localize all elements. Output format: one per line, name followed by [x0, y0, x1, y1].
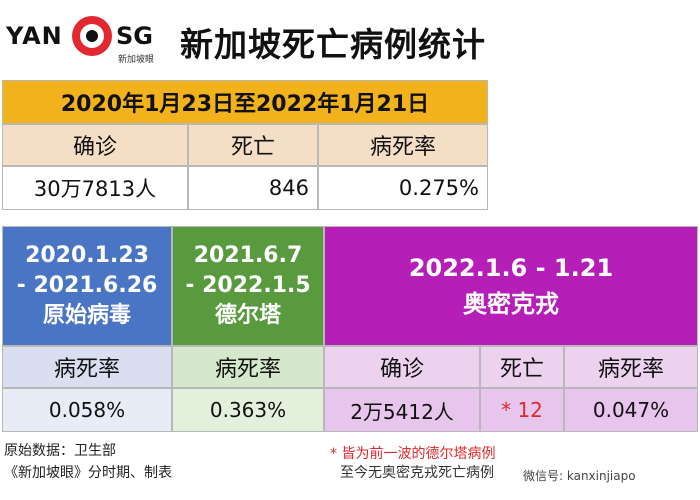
period-omicron-deaths-label: 死亡 [480, 346, 564, 388]
page-title: 新加坡死亡病例统计 [180, 25, 486, 64]
period-delta-start: 2021.6.7 [193, 243, 303, 269]
period-omicron-cases-label: 确诊 [324, 346, 480, 388]
summary-value-deaths: 846 [188, 166, 318, 210]
logo-subtitle: 新加坡眼 [118, 55, 155, 65]
period-delta-rate: 0.363% [172, 388, 324, 432]
footer-note-line2: 至今无奥密克戎死亡病例 [340, 465, 494, 481]
period-original-name: 原始病毒 [42, 302, 131, 328]
summary-value-rate: 0.275% [318, 166, 488, 210]
period-original-rate-label: 病死率 [2, 346, 172, 388]
period-omicron-name: 奥密克戎 [463, 290, 559, 318]
period-delta-rate-label: 病死率 [172, 346, 324, 388]
period-omicron-cases: 2万5412人 [324, 388, 480, 432]
period-omicron-rate-label: 病死率 [564, 346, 698, 388]
period-delta-name: 德尔塔 [214, 302, 281, 328]
period-original-start: 2020.1.23 [25, 243, 149, 269]
logo-text-right: SG [116, 22, 153, 50]
period-original-rate: 0.058% [2, 388, 172, 432]
footer-source: 原始数据：卫生部 [4, 443, 116, 459]
period-delta-header: 2021.6.7 - 2022.1.5 德尔塔 [172, 226, 324, 346]
logo-text-left: YAN [6, 22, 63, 50]
period-original-header: 2020.1.23 - 2021.6.26 原始病毒 [2, 226, 172, 346]
summary-header-cases: 确诊 [2, 124, 188, 166]
summary-header-deaths: 死亡 [188, 124, 318, 166]
period-delta-end: - 2022.1.5 [185, 273, 311, 299]
summary-date-range: 2020年1月23日至2022年1月21日 [2, 80, 488, 124]
period-omicron-dates: 2022.1.6 - 1.21 [408, 254, 614, 282]
period-omicron-deaths: * 12 [480, 388, 564, 432]
period-omicron-rate: 0.047% [564, 388, 698, 432]
header [0, 0, 700, 74]
summary-header-rate: 病死率 [318, 124, 488, 166]
logo-pupil-icon [86, 30, 98, 42]
footer-note-line1: * 皆为前一波的德尔塔病例 [330, 446, 496, 462]
summary-value-cases: 30万7813人 [2, 166, 188, 210]
footer-made-by: 《新加坡眼》分时期、制表 [4, 465, 172, 481]
wechat-watermark: 微信号: kanxinjiapo [520, 466, 639, 485]
period-original-end: - 2021.6.26 [16, 273, 158, 299]
period-omicron-header: 2022.1.6 - 1.21 奥密克戎 [324, 226, 698, 346]
